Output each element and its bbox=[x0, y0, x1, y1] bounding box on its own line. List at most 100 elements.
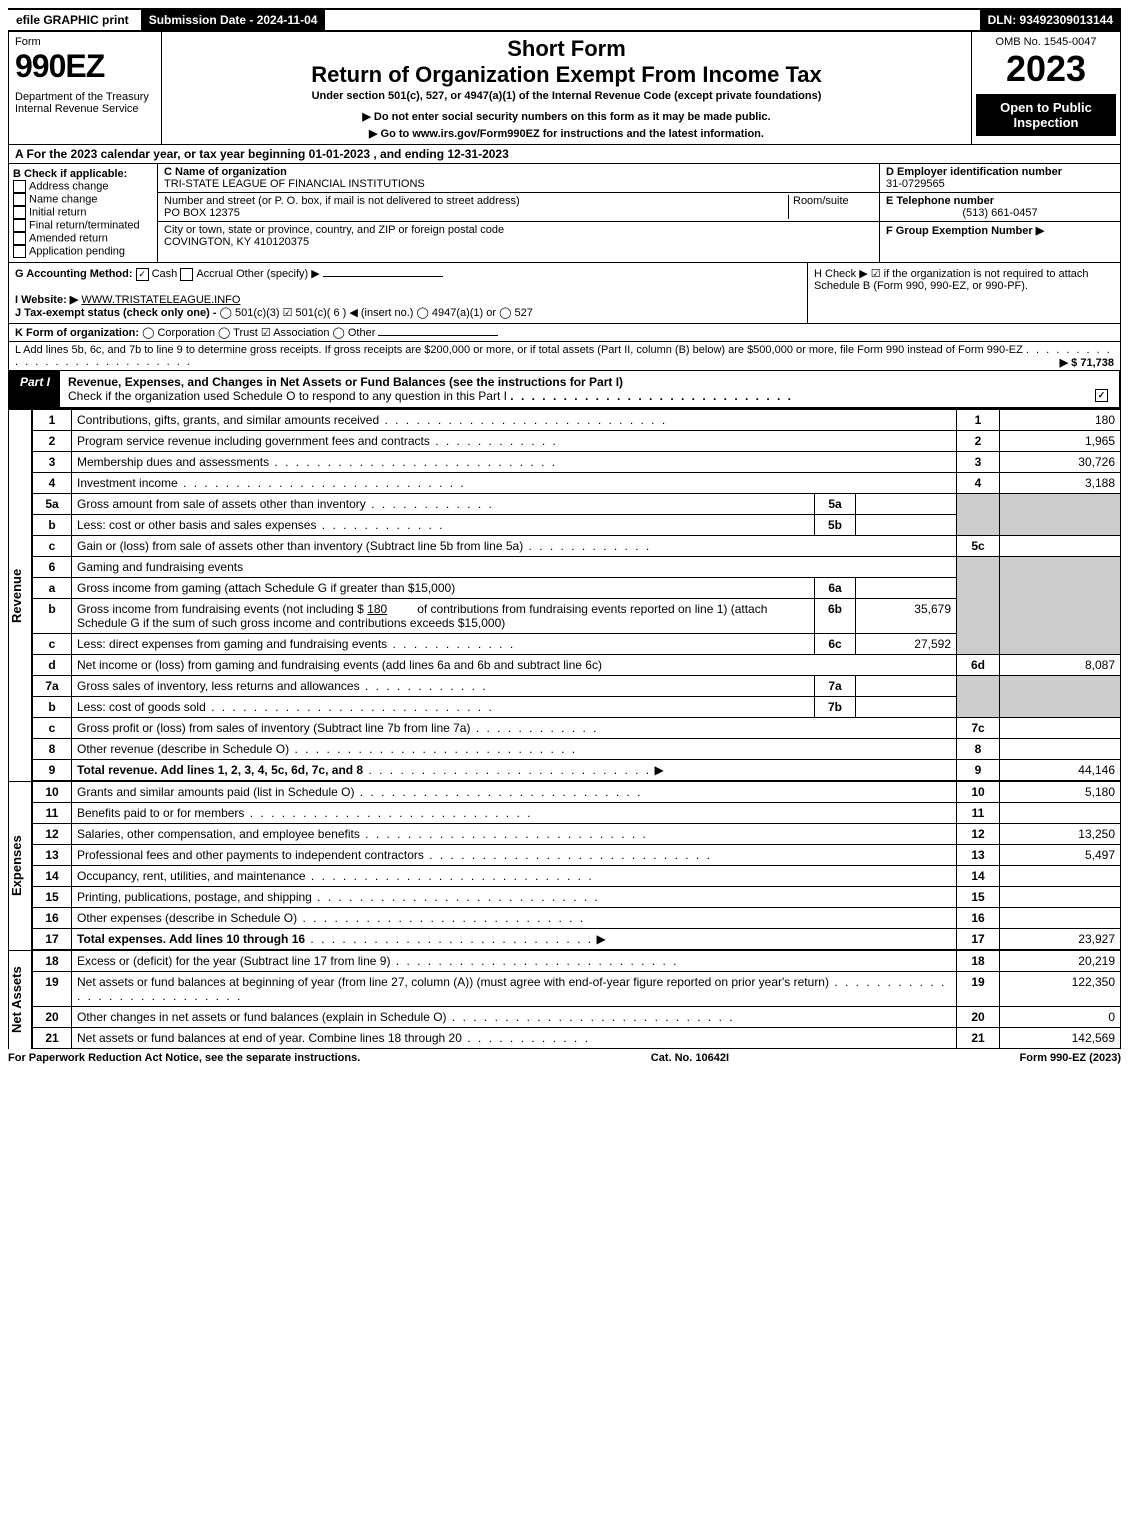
line-9: 9Total revenue. Add lines 1, 2, 3, 4, 5c… bbox=[33, 759, 1121, 780]
b-opt-4: Amended return bbox=[29, 232, 108, 244]
contrib-amount: 180 bbox=[367, 602, 387, 616]
part1-title: Revenue, Expenses, and Changes in Net As… bbox=[68, 375, 623, 389]
c-city-label: City or town, state or province, country… bbox=[164, 224, 504, 236]
cb-accrual[interactable] bbox=[180, 268, 193, 281]
line-11: 11Benefits paid to or for members11 bbox=[33, 802, 1121, 823]
revenue-section: Revenue 1Contributions, gifts, grants, a… bbox=[8, 409, 1121, 781]
row-k: K Form of organization: ◯ Corporation ◯ … bbox=[8, 324, 1121, 342]
phone: (513) 661-0457 bbox=[886, 207, 1114, 219]
part1-header: Part I Revenue, Expenses, and Changes in… bbox=[8, 371, 1121, 409]
row-gh: G Accounting Method: ✓Cash Accrual Other… bbox=[8, 263, 1121, 324]
line-6d: dNet income or (loss) from gaming and fu… bbox=[33, 654, 1121, 675]
b-opt-2: Initial return bbox=[29, 206, 86, 218]
row-l: L Add lines 5b, 6c, and 7b to line 9 to … bbox=[8, 342, 1121, 371]
line-12: 12Salaries, other compensation, and empl… bbox=[33, 823, 1121, 844]
omb-number: OMB No. 1545-0047 bbox=[976, 36, 1116, 48]
line-6: 6Gaming and fundraising events bbox=[33, 556, 1121, 577]
part1-label: Part I bbox=[10, 371, 60, 407]
line-a: A For the 2023 calendar year, or tax yea… bbox=[8, 145, 1121, 164]
ein: 31-0729565 bbox=[886, 178, 1114, 190]
part1-check: Check if the organization used Schedule … bbox=[68, 389, 507, 403]
footer-left: For Paperwork Reduction Act Notice, see … bbox=[8, 1052, 360, 1064]
cb-pending[interactable] bbox=[13, 245, 26, 258]
note-ssn: ▶ Do not enter social security numbers o… bbox=[170, 110, 963, 123]
footer-right: Form 990-EZ (2023) bbox=[1020, 1052, 1121, 1064]
cb-schedule-o[interactable]: ✓ bbox=[1095, 389, 1108, 402]
b-label: B Check if applicable: bbox=[13, 168, 153, 180]
k-label: K Form of organization: bbox=[15, 327, 139, 339]
line-3: 3Membership dues and assessments330,726 bbox=[33, 451, 1121, 472]
line-13: 13Professional fees and other payments t… bbox=[33, 844, 1121, 865]
l-amount: ▶ $ 71,738 bbox=[1060, 356, 1114, 369]
line-7a: 7aGross sales of inventory, less returns… bbox=[33, 675, 1121, 696]
b-opt-1: Name change bbox=[29, 193, 98, 205]
k-other-input[interactable] bbox=[378, 335, 498, 336]
form-header: Form 990EZ Department of the Treasury In… bbox=[8, 32, 1121, 145]
dept-label: Department of the Treasury Internal Reve… bbox=[15, 91, 155, 115]
efile-label: efile GRAPHIC print bbox=[8, 10, 137, 30]
line-7c: cGross profit or (loss) from sales of in… bbox=[33, 717, 1121, 738]
line-4: 4Investment income43,188 bbox=[33, 472, 1121, 493]
j-options: ◯ 501(c)(3) ☑ 501(c)( 6 ) ◀ (insert no.)… bbox=[220, 307, 533, 319]
website[interactable]: WWW.TRISTATELEAGUE.INFO bbox=[81, 294, 240, 306]
c-name-label: C Name of organization bbox=[164, 166, 873, 178]
dln: DLN: 93492309013144 bbox=[980, 10, 1121, 30]
g-other: Other (specify) ▶ bbox=[236, 268, 320, 280]
netassets-vlabel: Net Assets bbox=[8, 950, 32, 1049]
line-17: 17Total expenses. Add lines 10 through 1… bbox=[33, 928, 1121, 949]
cb-initial-return[interactable] bbox=[13, 206, 26, 219]
revenue-table: 1Contributions, gifts, grants, and simil… bbox=[32, 409, 1121, 781]
cb-cash[interactable]: ✓ bbox=[136, 268, 149, 281]
line-5c: cGain or (loss) from sale of assets othe… bbox=[33, 535, 1121, 556]
line-1: 1Contributions, gifts, grants, and simil… bbox=[33, 409, 1121, 430]
g-label: G Accounting Method: bbox=[15, 268, 133, 280]
open-to-public: Open to Public Inspection bbox=[976, 94, 1116, 136]
g-other-input[interactable] bbox=[323, 276, 443, 277]
room-suite-label: Room/suite bbox=[788, 195, 873, 219]
expenses-section: Expenses 10Grants and similar amounts pa… bbox=[8, 781, 1121, 950]
cb-name-change[interactable] bbox=[13, 193, 26, 206]
cb-address-change[interactable] bbox=[13, 180, 26, 193]
k-options: ◯ Corporation ◯ Trust ☑ Association ◯ Ot… bbox=[142, 327, 375, 339]
section-b: B Check if applicable: Address change Na… bbox=[9, 164, 158, 262]
subtitle: Under section 501(c), 527, or 4947(a)(1)… bbox=[170, 90, 963, 102]
line-21: 21Net assets or fund balances at end of … bbox=[33, 1027, 1121, 1048]
main-title: Return of Organization Exempt From Incom… bbox=[170, 62, 963, 88]
g-cash: Cash bbox=[152, 268, 178, 280]
form-label: Form bbox=[15, 36, 155, 48]
line-2: 2Program service revenue including gover… bbox=[33, 430, 1121, 451]
submission-date: Submission Date - 2024-11-04 bbox=[141, 10, 326, 30]
h-text: H Check ▶ ☑ if the organization is not r… bbox=[814, 268, 1089, 292]
cb-amended[interactable] bbox=[13, 232, 26, 245]
b-opt-5: Application pending bbox=[29, 245, 125, 257]
line-15: 15Printing, publications, postage, and s… bbox=[33, 886, 1121, 907]
page-footer: For Paperwork Reduction Act Notice, see … bbox=[8, 1049, 1121, 1064]
top-bar: efile GRAPHIC print Submission Date - 20… bbox=[8, 8, 1121, 32]
netassets-section: Net Assets 18Excess or (deficit) for the… bbox=[8, 950, 1121, 1049]
revenue-vlabel: Revenue bbox=[8, 409, 32, 781]
short-form-title: Short Form bbox=[170, 36, 963, 62]
b-opt-3: Final return/terminated bbox=[29, 219, 140, 231]
b-opt-0: Address change bbox=[29, 180, 109, 192]
cb-final-return[interactable] bbox=[13, 219, 26, 232]
j-label: J Tax-exempt status (check only one) - bbox=[15, 307, 217, 319]
expenses-vlabel: Expenses bbox=[8, 781, 32, 950]
footer-mid: Cat. No. 10642I bbox=[651, 1052, 729, 1064]
line-20: 20Other changes in net assets or fund ba… bbox=[33, 1006, 1121, 1027]
c-addr-label: Number and street (or P. O. box, if mail… bbox=[164, 195, 520, 207]
g-accrual: Accrual bbox=[196, 268, 233, 280]
netassets-table: 18Excess or (deficit) for the year (Subt… bbox=[32, 950, 1121, 1049]
line-5a: 5aGross amount from sale of assets other… bbox=[33, 493, 1121, 514]
f-label: F Group Exemption Number ▶ bbox=[886, 224, 1114, 237]
i-label: I Website: ▶ bbox=[15, 294, 78, 306]
form-number: 990EZ bbox=[15, 48, 155, 85]
org-name: TRI-STATE LEAGUE OF FINANCIAL INSTITUTIO… bbox=[164, 178, 873, 190]
line-8: 8Other revenue (describe in Schedule O)8 bbox=[33, 738, 1121, 759]
line-18: 18Excess or (deficit) for the year (Subt… bbox=[33, 950, 1121, 971]
note-link: ▶ Go to www.irs.gov/Form990EZ for instru… bbox=[170, 127, 963, 140]
d-label: D Employer identification number bbox=[886, 166, 1114, 178]
expenses-table: 10Grants and similar amounts paid (list … bbox=[32, 781, 1121, 950]
section-def: D Employer identification number 31-0729… bbox=[879, 164, 1120, 262]
line-19: 19Net assets or fund balances at beginni… bbox=[33, 971, 1121, 1006]
tax-year: 2023 bbox=[976, 48, 1116, 90]
